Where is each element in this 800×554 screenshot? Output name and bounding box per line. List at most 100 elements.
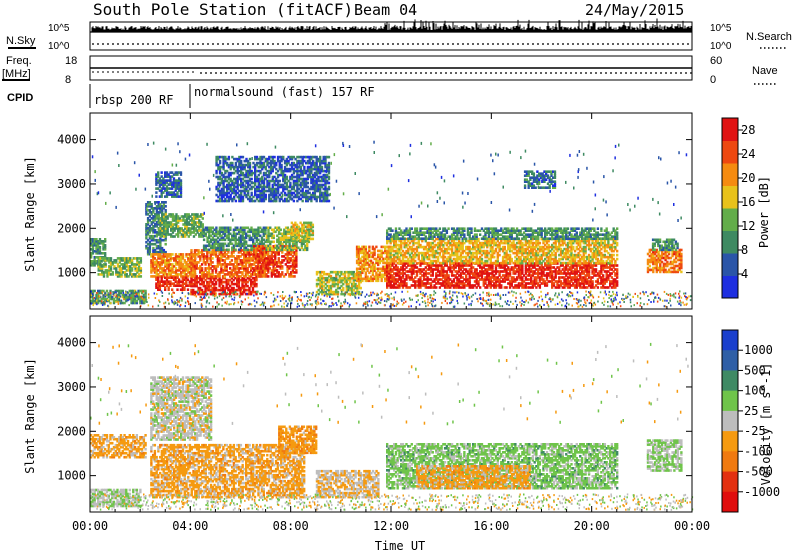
heatmap-cell	[104, 299, 107, 303]
heatmap-cell	[157, 203, 160, 206]
heatmap-cell	[161, 207, 164, 210]
heatmap-cell	[310, 227, 313, 231]
nsky-tick-low: 10^0	[48, 41, 70, 52]
heatmap-cell	[241, 230, 244, 234]
heatmap-cell	[243, 246, 246, 250]
heatmap-cell	[171, 191, 174, 194]
heatmap-cell	[180, 265, 183, 268]
heatmap-cell	[95, 260, 98, 263]
heatmap-cell	[220, 288, 223, 292]
heatmap-cell	[304, 225, 308, 229]
heatmap-cell	[182, 223, 185, 226]
heatmap-cell	[338, 276, 341, 280]
heatmap-cell	[331, 270, 334, 274]
heatmap-cell	[193, 269, 197, 272]
heatmap-cell	[241, 290, 244, 294]
heatmap-cell	[265, 236, 268, 240]
heatmap-cell	[125, 263, 128, 266]
heatmap-cell	[202, 253, 205, 256]
heatmap-cell	[159, 227, 162, 230]
heatmap-cell	[159, 267, 162, 270]
heatmap-cell	[250, 246, 253, 250]
heatmap-cell	[262, 275, 265, 278]
heatmap-cell	[230, 282, 234, 286]
heatmap-cell	[225, 267, 228, 270]
heatmap-cell	[144, 291, 147, 295]
heatmap-cell	[169, 253, 172, 256]
heatmap-cell	[225, 244, 229, 248]
heatmap-cell	[227, 234, 230, 238]
heatmap-cell	[322, 272, 326, 276]
heatmap-cell	[137, 273, 141, 276]
heatmap-cell	[198, 223, 201, 226]
heatmap-cell	[179, 187, 183, 190]
heatmap-cell	[152, 263, 155, 266]
heatmap-cell	[250, 263, 253, 266]
heatmap-cell	[178, 284, 181, 287]
heatmap-cell	[267, 244, 270, 248]
heatmap-cell	[164, 211, 167, 214]
heatmap-cell	[345, 280, 348, 284]
heatmap-cell	[97, 295, 100, 299]
heatmap-cell	[292, 239, 295, 243]
heatmap-cell	[209, 259, 212, 262]
heatmap-cell	[108, 271, 111, 274]
heatmap-cell	[115, 261, 118, 264]
heatmap-cell	[213, 249, 216, 252]
heatmap-cell	[245, 248, 248, 252]
heatmap-cell	[179, 171, 183, 174]
heatmap-cell	[357, 255, 360, 259]
heatmap-cell	[237, 286, 241, 290]
heatmap-cell	[197, 292, 200, 296]
heatmap-cell	[101, 273, 104, 276]
heatmap-cell	[232, 282, 235, 286]
heatmap-cell	[244, 257, 248, 260]
heatmap-cell	[187, 217, 190, 220]
heatmap-cell	[250, 273, 253, 276]
heatmap-cell	[328, 278, 331, 282]
heatmap-cell	[181, 257, 185, 260]
heatmap-cell	[308, 235, 311, 239]
heatmap-cell	[253, 282, 256, 286]
heatmap-cell	[164, 229, 168, 232]
heatmap-cell	[234, 261, 237, 264]
heatmap-cell	[136, 261, 139, 264]
heatmap-cell	[295, 261, 298, 264]
heatmap-cell	[152, 255, 155, 258]
heatmap-cell	[359, 275, 362, 279]
heatmap-cell	[248, 244, 251, 248]
heatmap-cell	[132, 295, 135, 299]
heatmap-cell	[218, 228, 222, 232]
heatmap-cell	[155, 233, 159, 236]
heatmap-cell	[248, 263, 251, 266]
heatmap-cell	[188, 284, 191, 287]
heatmap-cell	[362, 253, 366, 257]
heatmap-cell	[211, 249, 214, 252]
heatmap-cell	[286, 228, 290, 232]
heatmap-cell	[192, 288, 195, 292]
heatmap-cell	[155, 173, 158, 176]
heatmap-cell	[174, 267, 178, 270]
heatmap-cell	[95, 242, 98, 245]
heatmap-cell	[201, 213, 204, 216]
heatmap-cell	[175, 233, 178, 236]
heatmap-cell	[347, 286, 350, 290]
heatmap-cell	[239, 288, 242, 292]
heatmap-cell	[187, 263, 190, 266]
heatmap-cell	[243, 286, 246, 290]
heatmap-cell	[170, 213, 173, 216]
heatmap-cell	[326, 292, 329, 296]
heatmap-cell	[267, 238, 270, 242]
heatmap-cell	[146, 217, 150, 220]
heatmap-cell	[150, 205, 153, 208]
heatmap-cell	[236, 284, 239, 288]
heatmap-cell	[155, 211, 159, 214]
heatmap-cell	[243, 253, 246, 256]
heatmap-cell	[243, 269, 246, 272]
heatmap-cell	[377, 273, 380, 277]
heatmap-cell	[333, 284, 336, 288]
heatmap-cell	[199, 235, 203, 238]
heatmap-cell	[159, 250, 162, 254]
heatmap-cell	[176, 276, 179, 279]
heatmap-cell	[181, 267, 185, 270]
